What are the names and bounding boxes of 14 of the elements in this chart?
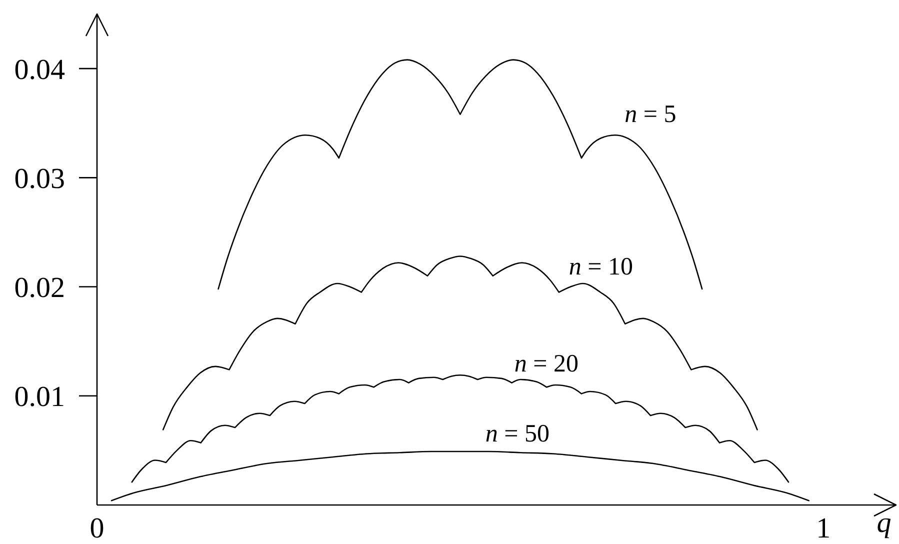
series-label: n = 50 [485,420,550,448]
series-label: n = 20 [514,350,579,378]
line-series [131,374,790,483]
y-tick-label: 0.03 [14,162,65,195]
x-tick-label: 1 [816,512,831,544]
series-label: n = 5 [624,100,676,128]
x-tick-label: 0 [90,512,104,544]
y-tick-label: 0.02 [14,272,65,304]
line-series [110,450,810,502]
series-label: n = 10 [568,254,633,281]
y-tick-label: 0.01 [14,381,65,414]
line-series [218,59,703,290]
y-tick-label: 0.04 [14,54,66,86]
x-axis-title: q [876,507,892,539]
